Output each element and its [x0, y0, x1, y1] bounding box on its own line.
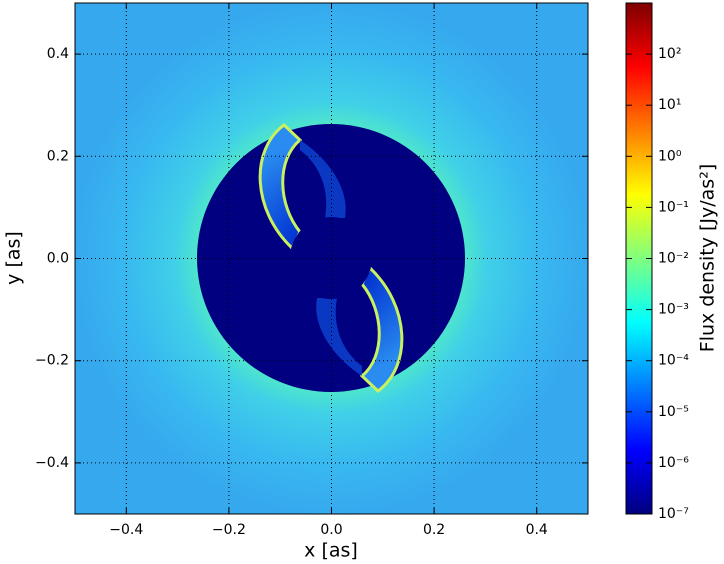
colorbar-tick-label: 10² [658, 46, 681, 62]
colorbar-tick-label: 10⁻⁷ [658, 506, 689, 522]
y-tick-label: 0.4 [47, 46, 69, 62]
y-axis-label: y [as] [3, 231, 25, 285]
colorbar-tick-label: 10⁻³ [658, 302, 689, 318]
colorbar-tick-label: 10¹ [658, 97, 681, 113]
x-tick-label: −0.4 [109, 522, 143, 538]
y-tick-label: 0.2 [47, 148, 69, 164]
colorbar-tick-label: 10⁻¹ [658, 199, 689, 215]
colorbar-tick-label: 10⁻² [658, 251, 689, 267]
y-tick-label: −0.4 [35, 455, 69, 471]
y-tick-label: −0.2 [35, 353, 69, 369]
colorbar-tick-label: 10⁻⁶ [658, 455, 689, 471]
colorbar-tick-label: 10⁻⁴ [658, 353, 689, 369]
y-tick-label: 0.0 [47, 251, 69, 267]
colorbar-label: Flux density [Jy/as²] [697, 164, 719, 352]
x-tick-label: 0.0 [320, 522, 342, 538]
x-tick-label: 0.4 [526, 522, 548, 538]
colorbar-tick-label: 10⁰ [658, 148, 682, 164]
x-axis-label: x [as] [304, 540, 358, 562]
x-tick-label: −0.2 [212, 522, 246, 538]
colorbar-tick-label: 10⁻⁵ [658, 404, 689, 420]
x-tick-label: 0.2 [423, 522, 445, 538]
